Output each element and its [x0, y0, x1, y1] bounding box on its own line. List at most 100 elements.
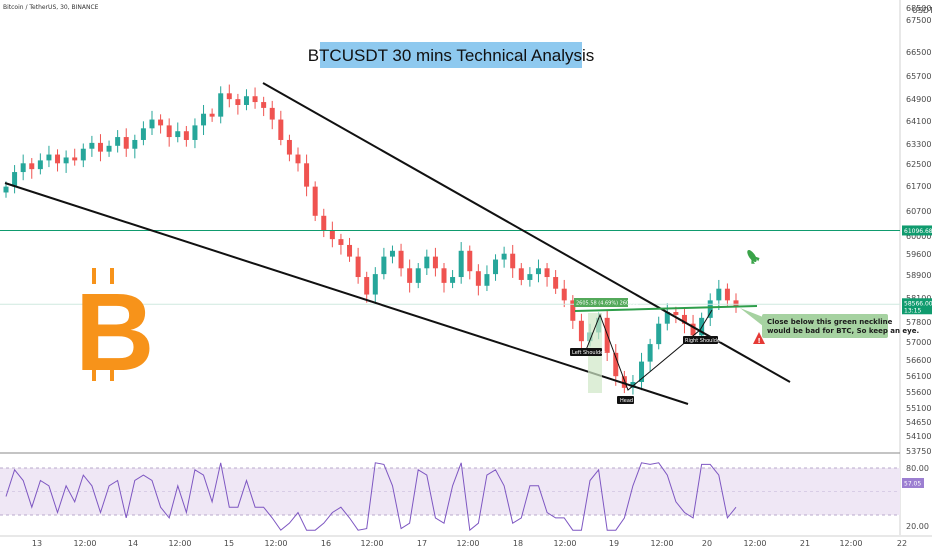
y-tick-label: 63300.00	[906, 140, 932, 149]
candle-body	[46, 154, 52, 161]
candle-body	[450, 277, 456, 283]
candle-body	[201, 113, 207, 126]
candle-body	[252, 96, 258, 103]
x-tick-label: 12:00	[73, 539, 96, 548]
logo-bar	[92, 268, 96, 284]
rocket-body	[747, 250, 757, 262]
y-tick-label: 62500.00	[906, 160, 932, 169]
left-shoulder-tag	[570, 348, 602, 356]
y-tick-label: 66500.00	[906, 48, 932, 57]
candle-body	[570, 300, 576, 321]
head-tag	[617, 396, 634, 404]
candle-body	[475, 271, 481, 286]
resistance-value: 61096.68	[904, 228, 932, 235]
y-tick-label: 56100.00	[906, 372, 932, 381]
candle-body	[561, 288, 567, 301]
rsi-tick: 80.00	[906, 464, 929, 473]
candle-body	[578, 320, 584, 342]
y-tick-label: 67500.00	[906, 16, 932, 25]
candle-body	[630, 382, 636, 388]
candle-body	[647, 344, 653, 362]
pattern-path	[585, 309, 713, 391]
warning-icon-mark: !	[758, 337, 761, 345]
rocket-icon	[747, 250, 760, 264]
right-shoulder-label: Right Shoulder	[685, 338, 723, 344]
rsi-tag	[902, 478, 924, 488]
candle-body	[243, 96, 249, 105]
rsi-value: 57.05	[904, 481, 921, 488]
left-shoulder-label: Left Shoulder	[572, 350, 606, 356]
candle-body	[218, 93, 224, 117]
candle-body	[261, 102, 267, 108]
head-label: Head	[620, 398, 633, 404]
logo-bar	[92, 365, 96, 381]
candle-body	[209, 113, 215, 117]
x-tick-label: 12:00	[650, 539, 673, 548]
candle-body	[29, 163, 35, 170]
price-value: 58566.00	[904, 300, 932, 307]
candle-body	[89, 142, 95, 149]
candle-body	[269, 107, 275, 120]
rocket-fin	[751, 258, 755, 264]
logo-bar	[110, 268, 114, 284]
upper-trendline	[262, 82, 791, 383]
candle-body	[664, 312, 670, 324]
y-tick-label: 54100.00	[906, 432, 932, 441]
y-tick-label: 60000.00	[906, 232, 932, 241]
x-tick-label: 12:00	[168, 539, 191, 548]
candle-body	[724, 288, 730, 301]
x-tick-label: 17	[417, 539, 427, 548]
y-tick-label: 55100.00	[906, 404, 932, 413]
title-box	[320, 42, 582, 68]
y-tick-label: 55600.00	[906, 388, 932, 397]
y-tick-label: 56600.00	[906, 356, 932, 365]
candle-body	[55, 154, 61, 164]
candle-body	[553, 277, 559, 289]
chart-title: BTCUSDT 30 mins Technical Analysis	[308, 46, 595, 65]
candle-body	[338, 239, 344, 245]
x-tick-label: 12:00	[553, 539, 576, 548]
candle-body	[183, 131, 189, 140]
candle-body	[441, 268, 447, 283]
candle-body	[621, 376, 627, 388]
y-tick-label: 60700.00	[906, 207, 932, 216]
lower-trendline	[4, 182, 689, 405]
callout-line-1: Close below this green neckline	[767, 318, 893, 326]
candle-body	[37, 160, 43, 170]
x-tick-label: 12:00	[456, 539, 479, 548]
x-tick-label: 19	[609, 539, 619, 548]
candle-body	[716, 288, 722, 301]
resistance-tag	[902, 225, 932, 236]
candle-body	[613, 352, 619, 377]
y-tick-label: 64900.00	[906, 95, 932, 104]
candle-body	[535, 268, 541, 275]
y-tick-label: 59600.00	[906, 250, 932, 259]
candle-body	[132, 139, 138, 149]
candle-body	[304, 163, 310, 187]
candle-body	[690, 323, 696, 336]
candle-body	[424, 256, 430, 269]
candle-body	[544, 268, 550, 278]
candle-body	[295, 154, 301, 164]
logo-bar	[110, 365, 114, 381]
candle-body	[329, 230, 335, 240]
candle-body	[140, 128, 146, 140]
x-tick-label: 18	[513, 539, 523, 548]
candle-body	[733, 300, 739, 307]
x-tick-label: 16	[321, 539, 331, 548]
x-tick-label: 12:00	[360, 539, 383, 548]
x-tick-label: 22	[897, 539, 907, 548]
candle-body	[278, 119, 284, 140]
x-tick-label: 13	[32, 539, 42, 548]
candle-body	[389, 250, 395, 257]
logo-letter: B	[75, 271, 154, 394]
candle-body	[398, 250, 404, 269]
callout-line-2: would be bad for BTC, So keep an eye.	[767, 327, 919, 335]
symbol-label: Bitcoin / TetherUS, 30, BINANCE	[3, 4, 99, 11]
candle-body	[484, 274, 490, 286]
candle-body	[510, 253, 516, 269]
bitcoin-logo: B	[75, 268, 154, 394]
candle-body	[106, 145, 112, 152]
candle-body	[166, 125, 172, 138]
